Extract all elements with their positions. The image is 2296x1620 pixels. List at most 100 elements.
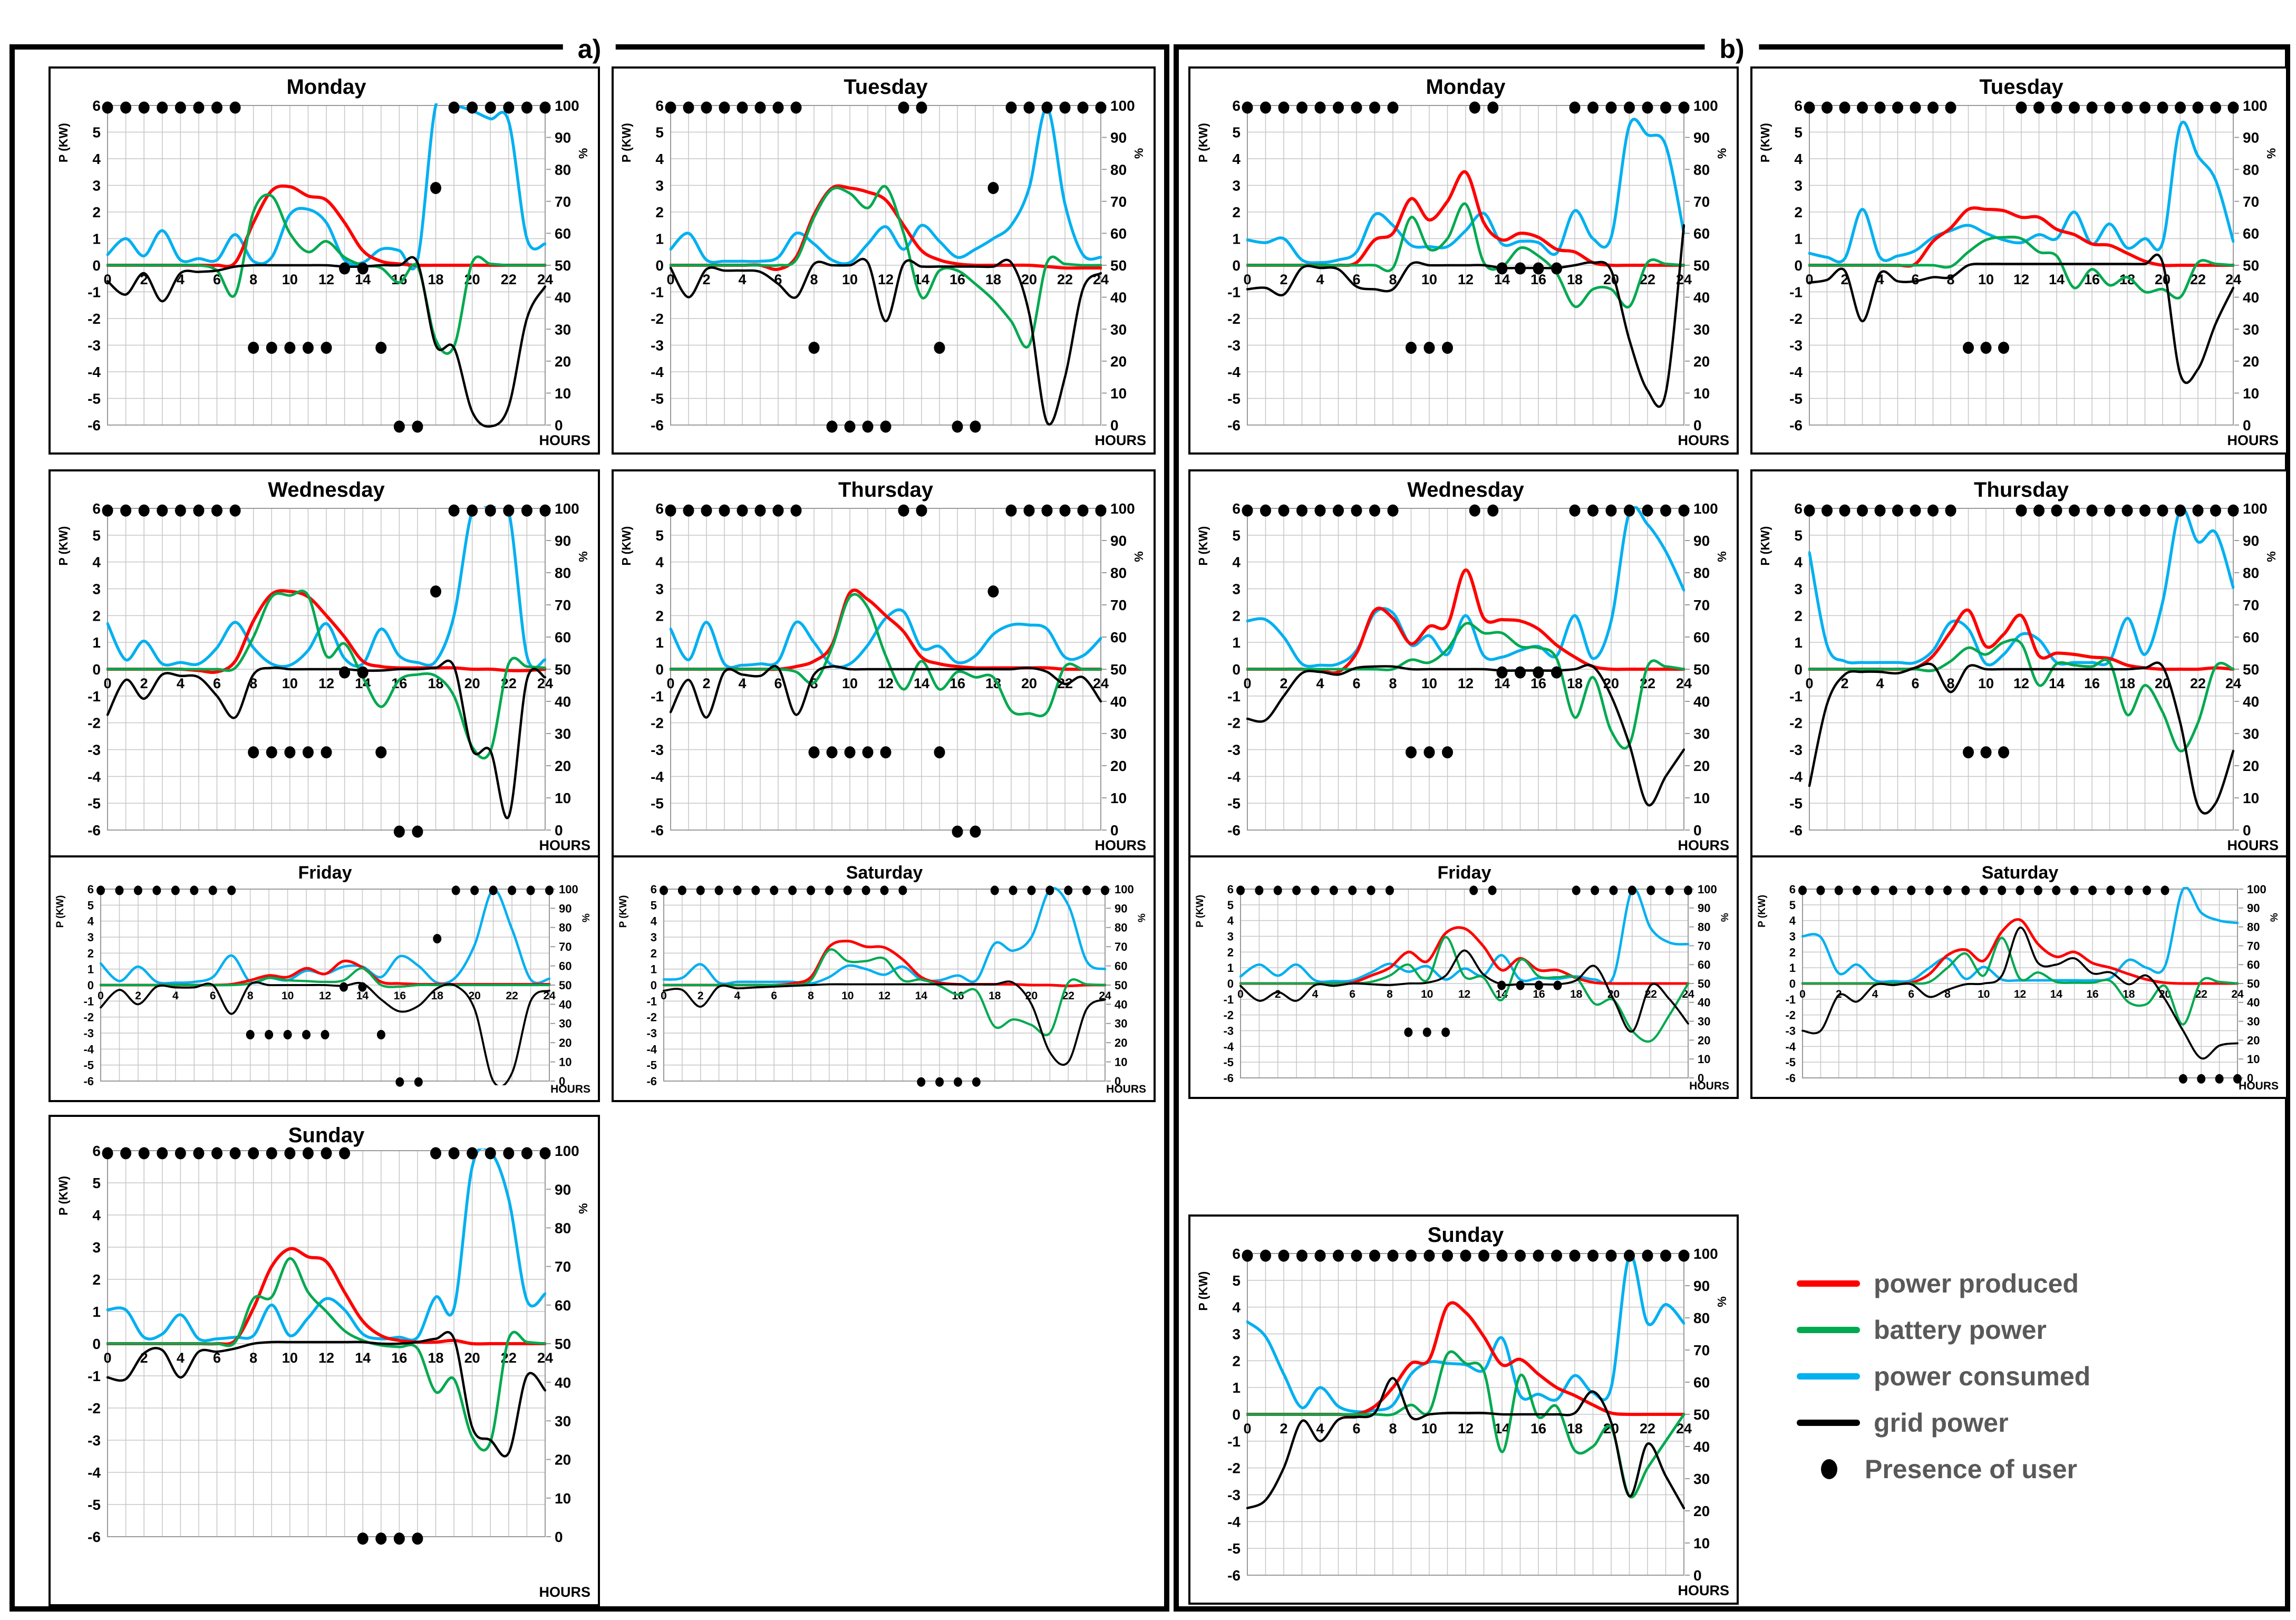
svg-text:-4: -4 (1227, 1513, 1241, 1530)
svg-text:1: 1 (651, 963, 657, 976)
svg-text:80: 80 (1110, 161, 1127, 178)
panel-b: b) power produced battery power power co… (1174, 35, 2290, 1612)
svg-text:4: 4 (1872, 988, 1878, 1000)
svg-text:0: 0 (1232, 661, 1241, 678)
svg-text:5: 5 (92, 1175, 101, 1191)
chart-saturday-a: Saturday 6 5 4 3 2 1 0 -1 -2 -3 -4 -5 -6 100 90 80 70 60 50… (612, 855, 1156, 1102)
svg-text:0: 0 (666, 272, 674, 287)
chart-svg-tuesday-b: Tuesday6543210-1-2-3-4-5-610090807060504… (1758, 75, 2279, 448)
chart-svg-sunday-a: Sunday6543210-1-2-3-4-5-6100908070605040… (56, 1124, 590, 1600)
svg-text:-2: -2 (1789, 715, 1803, 731)
svg-text:8: 8 (249, 1350, 257, 1366)
svg-text:0: 0 (1110, 417, 1119, 433)
svg-text:20: 20 (555, 353, 571, 370)
svg-text:60: 60 (1110, 225, 1127, 242)
svg-text:90: 90 (555, 533, 571, 549)
svg-text:2: 2 (702, 272, 710, 287)
svg-text:20: 20 (2243, 758, 2259, 774)
svg-text:20: 20 (1693, 758, 1710, 774)
svg-text:-4: -4 (83, 1043, 94, 1056)
legend-row-battery: battery power (1797, 1307, 2287, 1353)
svg-text:10: 10 (1421, 676, 1437, 691)
svg-text:40: 40 (1698, 996, 1710, 1009)
chart-monday-a: Monday 6 5 4 3 2 1 0 -1 -2 -3 -4 -5 -6 100 90 80 70 60 50 40… (49, 66, 600, 455)
svg-text:30: 30 (2243, 321, 2259, 338)
svg-text:-3: -3 (1227, 742, 1241, 758)
svg-text:1: 1 (1227, 961, 1234, 975)
svg-text:100: 100 (555, 98, 579, 114)
svg-text:2: 2 (1840, 676, 1848, 691)
svg-text:5: 5 (1794, 124, 1803, 141)
svg-text:-5: -5 (1223, 1056, 1234, 1069)
chart-friday-a: Friday 6 5 4 3 2 1 0 -1 -2 -3 -4 -5 -6 100 90 80 70 60 50 40… (49, 855, 600, 1102)
left-axis-label: P (KW) (55, 895, 66, 928)
svg-text:70: 70 (555, 597, 571, 613)
svg-text:1: 1 (1232, 231, 1241, 247)
series-battery-line (1808, 235, 2234, 300)
svg-text:-4: -4 (1789, 768, 1803, 785)
svg-text:4: 4 (1316, 1421, 1324, 1436)
svg-text:60: 60 (559, 960, 571, 973)
svg-text:4: 4 (1316, 676, 1324, 691)
chart-thursday-a: Thursday 6 5 4 3 2 1 0 -1 -2 -3 -4 -5 -6 100 90 80 70 60 50… (612, 469, 1156, 860)
svg-text:5: 5 (92, 124, 101, 141)
svg-text:10: 10 (1110, 790, 1127, 806)
svg-text:6: 6 (774, 676, 782, 691)
svg-text:0: 0 (2243, 417, 2251, 433)
right-axis-label: % (2269, 913, 2280, 922)
svg-text:8: 8 (1946, 272, 1954, 287)
svg-text:6: 6 (1911, 676, 1919, 691)
chart-title: Thursday (1974, 478, 2069, 502)
svg-text:10: 10 (282, 1350, 298, 1366)
svg-text:80: 80 (1693, 565, 1710, 581)
svg-text:20: 20 (1021, 676, 1037, 691)
svg-text:12: 12 (878, 676, 894, 691)
svg-text:40: 40 (1693, 693, 1710, 710)
svg-text:24: 24 (1682, 988, 1694, 1000)
svg-text:0: 0 (2243, 822, 2251, 838)
chart-sunday-b: Sunday 6 5 4 3 2 1 0 -1 -2 -3 -4 -5 -6 100 90 80 70 60 50 40… (1188, 1214, 1739, 1605)
svg-text:12: 12 (1458, 272, 1474, 287)
svg-text:70: 70 (559, 940, 571, 953)
chart-svg-monday-b: Monday6543210-1-2-3-4-5-6100908070605040… (1196, 75, 1729, 448)
svg-text:5: 5 (1227, 899, 1234, 912)
svg-text:4: 4 (92, 1207, 101, 1223)
presence-dots (660, 885, 1109, 1087)
svg-text:40: 40 (1110, 693, 1127, 710)
svg-text:12: 12 (1458, 988, 1470, 1000)
svg-text:0: 0 (1237, 988, 1244, 1000)
svg-text:-1: -1 (1789, 688, 1803, 705)
right-axis-ticks (2234, 508, 2239, 831)
svg-text:6: 6 (1794, 98, 1803, 114)
svg-text:3: 3 (651, 931, 657, 944)
svg-text:20: 20 (1115, 1036, 1127, 1049)
svg-text:80: 80 (555, 1220, 571, 1236)
svg-text:10: 10 (1421, 1421, 1437, 1436)
svg-text:0: 0 (1799, 988, 1806, 1000)
presence-dots (1242, 1249, 1690, 1262)
svg-text:100: 100 (559, 883, 578, 896)
svg-text:4: 4 (1316, 272, 1324, 287)
svg-text:50: 50 (559, 979, 571, 992)
svg-text:0: 0 (555, 1529, 563, 1545)
svg-text:1: 1 (1232, 1380, 1241, 1396)
svg-text:12: 12 (878, 272, 894, 287)
chart-title: Friday (298, 863, 352, 883)
svg-text:80: 80 (1693, 161, 1710, 178)
svg-text:-2: -2 (1227, 311, 1241, 327)
svg-text:2: 2 (1227, 946, 1234, 959)
svg-text:20: 20 (468, 990, 480, 1002)
svg-text:22: 22 (506, 990, 518, 1002)
series-lines (1246, 118, 1685, 408)
svg-text:-5: -5 (651, 795, 664, 812)
svg-text:-6: -6 (1227, 1567, 1241, 1584)
svg-text:30: 30 (555, 1413, 571, 1429)
series-grid-line (670, 257, 1102, 426)
svg-text:8: 8 (1389, 676, 1397, 691)
svg-text:2: 2 (1232, 608, 1241, 624)
x-axis-label: HOURS (2239, 1080, 2279, 1092)
svg-text:-6: -6 (651, 822, 664, 838)
svg-text:3: 3 (92, 581, 101, 597)
svg-text:-6: -6 (1227, 417, 1241, 433)
svg-text:12: 12 (1458, 676, 1474, 691)
